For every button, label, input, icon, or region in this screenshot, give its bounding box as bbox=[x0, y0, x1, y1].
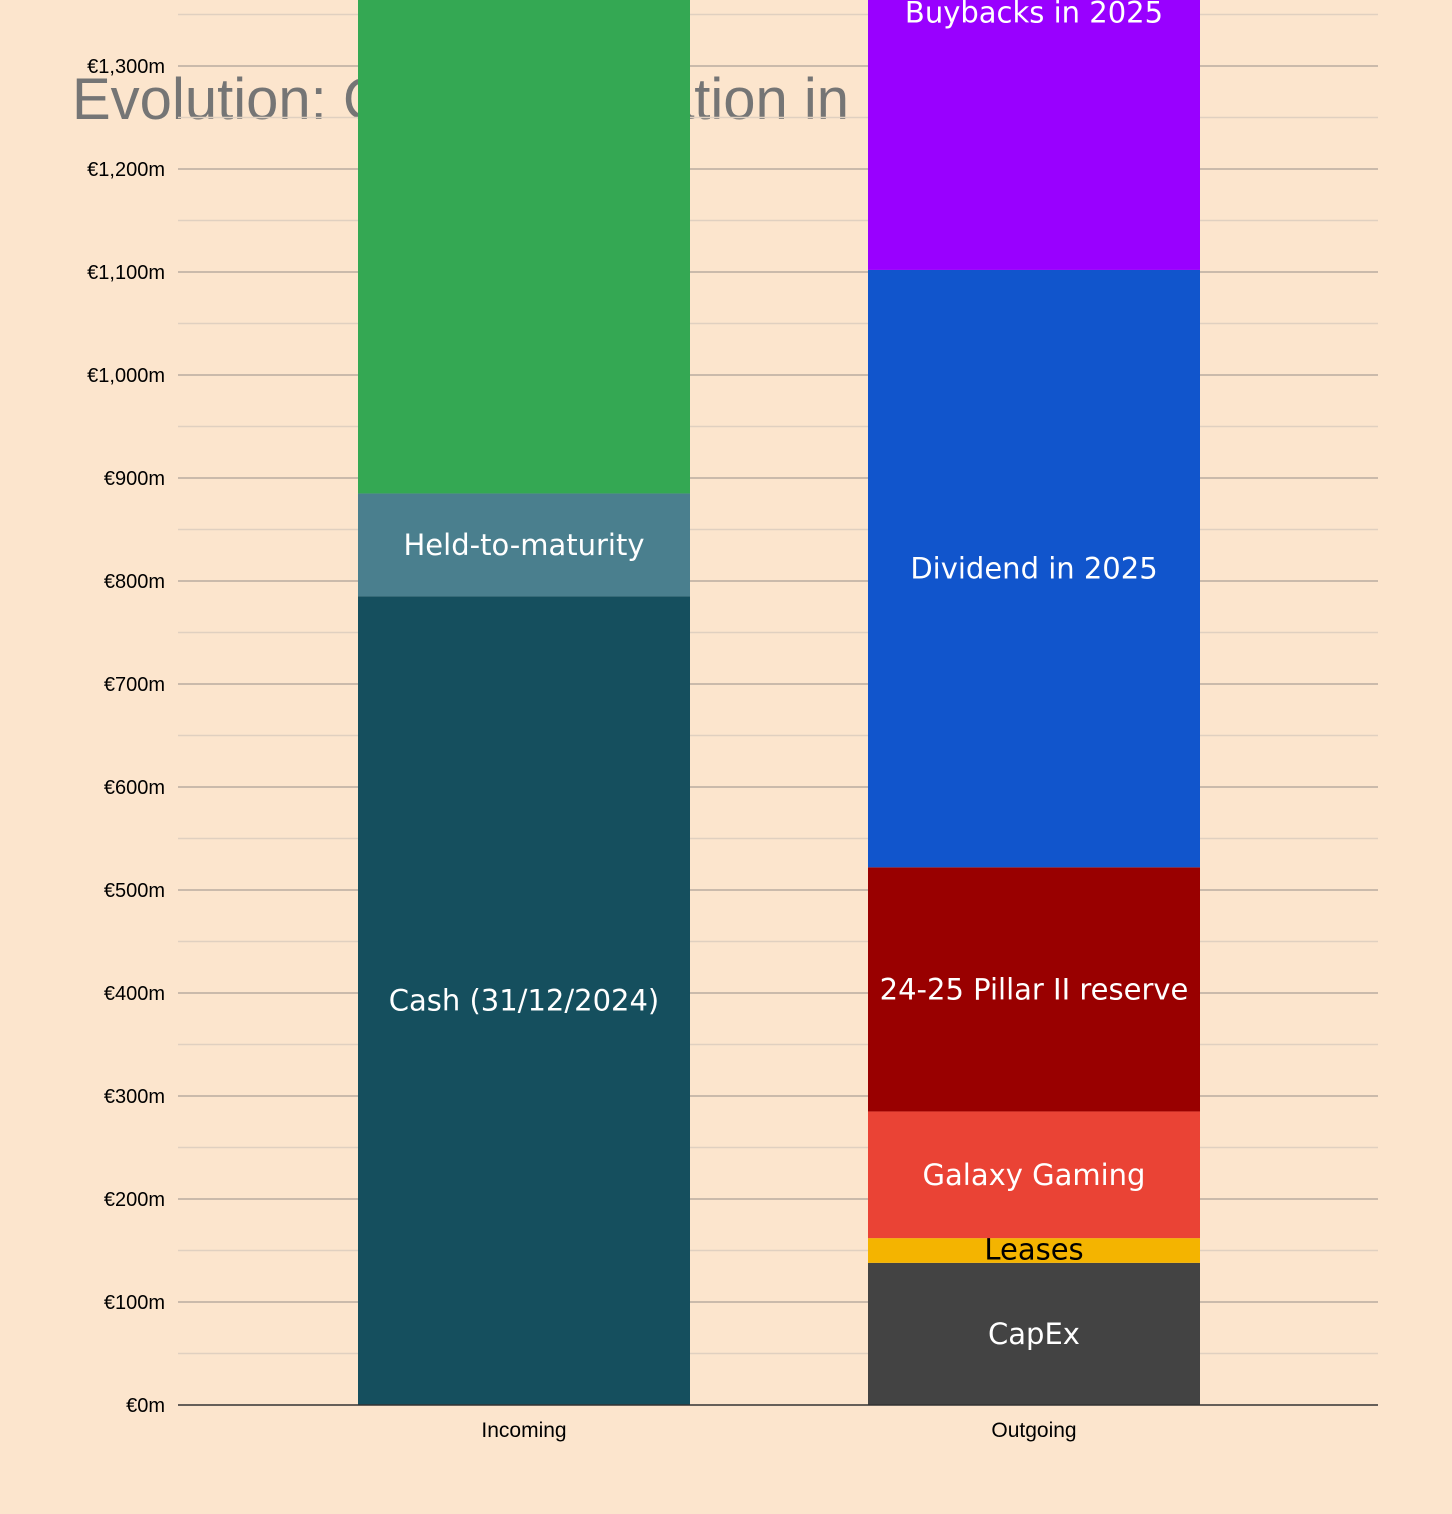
x-category-label: Incoming bbox=[481, 1419, 566, 1442]
y-tick-label: €900m bbox=[104, 468, 165, 490]
segment-label: Leases bbox=[984, 1233, 1083, 1267]
y-tick-label: €600m bbox=[104, 777, 165, 799]
y-tick-label: €1,100m bbox=[87, 262, 165, 284]
y-tick-label: €1,000m bbox=[87, 365, 165, 387]
y-tick-label: €300m bbox=[104, 1086, 165, 1108]
segment-label: Buybacks in 2025 bbox=[905, 0, 1163, 29]
bar-segment bbox=[358, 596, 690, 1405]
x-category-label: Outgoing bbox=[991, 1419, 1076, 1442]
bar-segment bbox=[868, 867, 1200, 1112]
segment-label: Held-to-maturity bbox=[404, 528, 645, 562]
segment-label: Galaxy Gaming bbox=[923, 1158, 1146, 1192]
y-tick-label: €1,300m bbox=[87, 56, 165, 78]
bar-segment bbox=[868, 269, 1200, 868]
y-tick-label: €1,200m bbox=[87, 159, 165, 181]
y-tick-label: €800m bbox=[104, 571, 165, 593]
segment-label: Dividend in 2025 bbox=[910, 552, 1157, 586]
segment-label: Cash (31/12/2024) bbox=[389, 984, 660, 1018]
bar-segment bbox=[868, 1238, 1200, 1263]
y-tick-label: €500m bbox=[104, 880, 165, 902]
bar-segment bbox=[868, 1111, 1200, 1239]
bar-segment bbox=[868, 0, 1200, 270]
bar-segment bbox=[358, 0, 690, 494]
segment-label: CapEx bbox=[988, 1317, 1080, 1351]
bar-segment bbox=[868, 1262, 1200, 1405]
y-tick-label: €100m bbox=[104, 1292, 165, 1314]
y-tick-label: €0m bbox=[126, 1395, 165, 1417]
bar-segment bbox=[358, 493, 690, 597]
segment-label: 24-25 Pillar II reserve bbox=[880, 972, 1189, 1006]
y-tick-label: €400m bbox=[104, 983, 165, 1005]
y-tick-label: €200m bbox=[104, 1189, 165, 1211]
y-tick-label: €700m bbox=[104, 674, 165, 696]
